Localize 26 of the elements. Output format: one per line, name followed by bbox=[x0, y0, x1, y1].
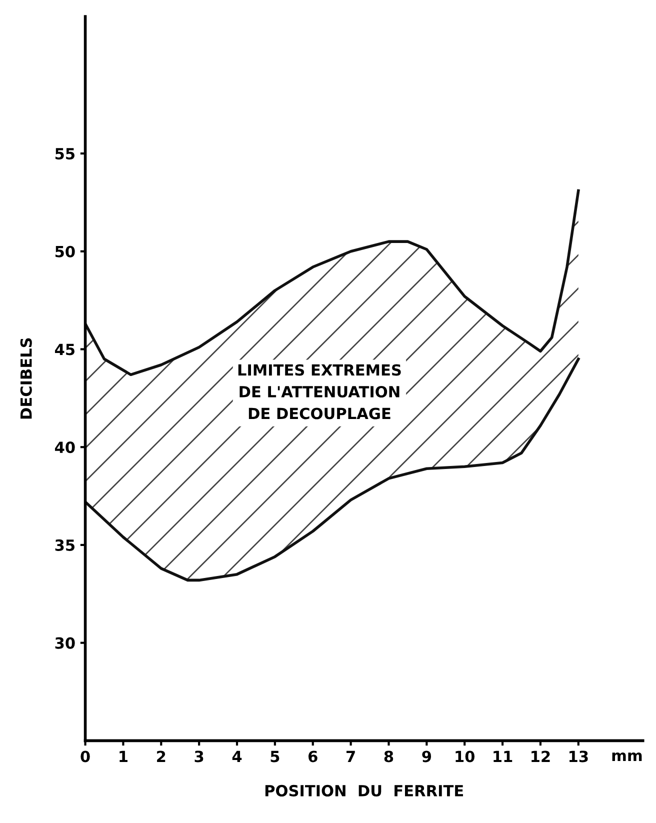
annotation: LIMITES EXTREMES DE L'ATTENUATION DE DECOUPLAGE bbox=[238, 364, 401, 420]
y-tick-label: 40 bbox=[54, 442, 75, 454]
x-tick-label: 9 bbox=[422, 750, 432, 762]
y-tick-label: 45 bbox=[54, 344, 74, 356]
x-axis-title: POSITION DU FERRITE bbox=[265, 784, 463, 796]
x-tick-label: 10 bbox=[456, 750, 474, 762]
x-tick-label: 5 bbox=[270, 750, 280, 762]
line-series bbox=[85, 358, 580, 582]
x-tick-label: 11 bbox=[494, 750, 512, 762]
x-tick-label: 7 bbox=[346, 750, 355, 762]
y-axis-title: DECIBELS bbox=[20, 338, 32, 419]
y-tick-label: 35 bbox=[55, 539, 74, 551]
y-tick-label: 50 bbox=[55, 246, 75, 258]
text: mm bbox=[612, 752, 642, 761]
x-tick-label: 3 bbox=[194, 750, 204, 762]
x-tick-label: 6 bbox=[308, 750, 318, 762]
x-tick-label: 2 bbox=[157, 750, 166, 762]
x-tick-label: 12 bbox=[532, 750, 550, 762]
x-tick-label: 8 bbox=[384, 750, 394, 762]
y-tick-label: 55 bbox=[55, 148, 74, 160]
y-tick-label: 30 bbox=[55, 637, 75, 649]
x-tick-label: 1 bbox=[120, 750, 128, 762]
x-tick-label: 13 bbox=[569, 750, 588, 762]
x-tick-label: 0 bbox=[80, 750, 90, 762]
line-series bbox=[85, 189, 580, 376]
x-tick-label: 4 bbox=[232, 750, 242, 762]
